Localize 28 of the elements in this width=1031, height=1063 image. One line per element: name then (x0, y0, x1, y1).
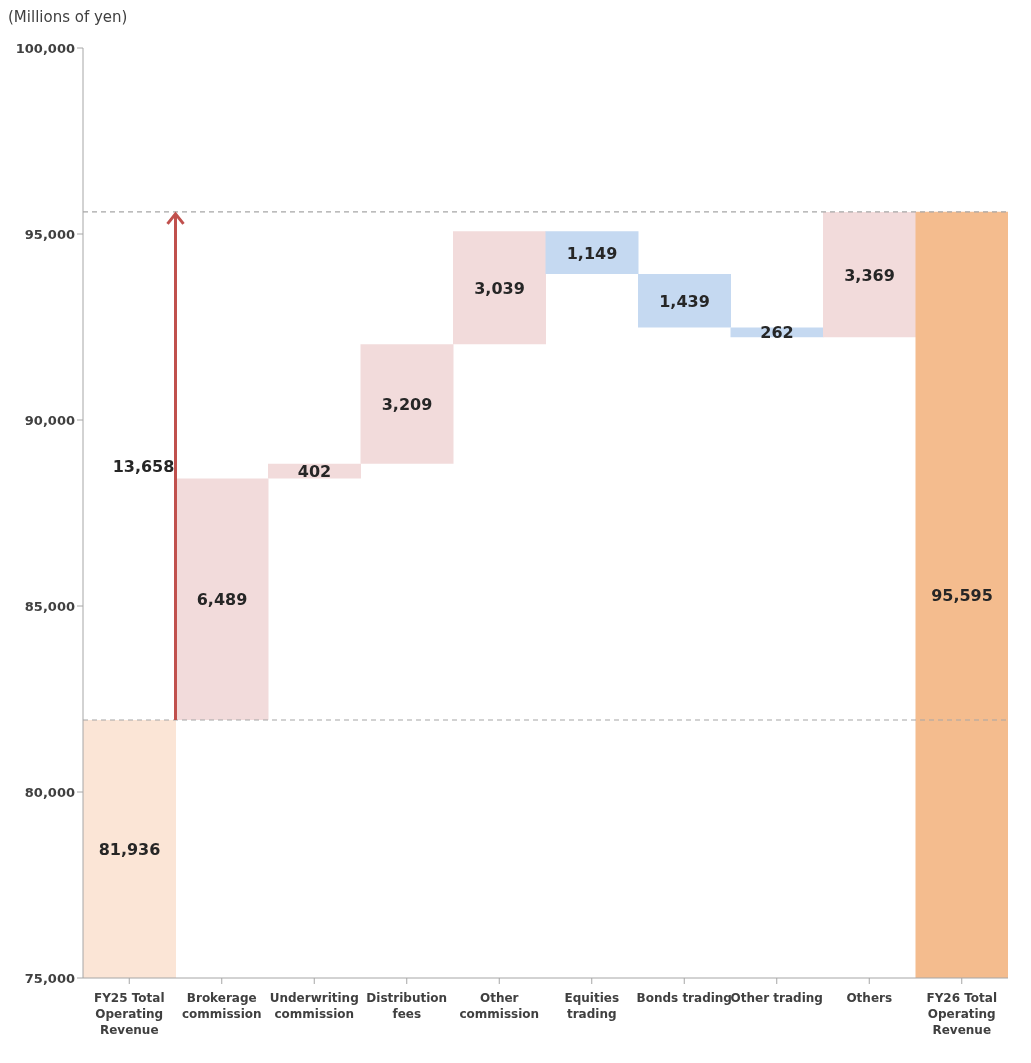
data-label: 95,595 (931, 585, 993, 605)
data-label: 6,489 (196, 590, 248, 610)
y-tick-label: 75,000 (24, 970, 75, 986)
annotation: 13,658 (112, 456, 175, 476)
x-tick-label: Other trading (730, 991, 823, 1005)
data-label: 1,439 (659, 291, 710, 311)
data-label: 3,369 (844, 265, 895, 285)
x-tick-label: FY25 Total Operating Revenue (93, 991, 165, 1037)
data-label: 3,039 (474, 278, 525, 298)
y-tick-label: 95,000 (24, 226, 75, 242)
x-tick-label: Brokerage commission (181, 991, 262, 1021)
x-tick-label: Underwriting commission (269, 991, 359, 1021)
x-tick-label: Other commission (459, 991, 540, 1021)
x-tick-label: Equities trading (564, 991, 620, 1021)
y-tick-label: 85,000 (24, 598, 75, 614)
x-tick-label: FY26 Total Operating Revenue (926, 991, 998, 1037)
y-tick-label: 90,000 (24, 412, 75, 428)
y-tick-label: 80,000 (24, 784, 75, 800)
x-tick-label: Distribution fees (366, 991, 448, 1021)
data-label: 3,209 (381, 394, 433, 414)
y-tick-label: 100,000 (15, 40, 75, 56)
data-label: 262 (760, 323, 794, 343)
x-tick-label: Others (846, 991, 893, 1005)
data-label: 81,936 (98, 839, 161, 859)
data-label: 1,149 (566, 243, 618, 263)
x-tick-label: Bonds trading (636, 991, 732, 1005)
data-label: 402 (297, 462, 332, 482)
y-axis-title: (Millions of yen) (8, 8, 128, 26)
